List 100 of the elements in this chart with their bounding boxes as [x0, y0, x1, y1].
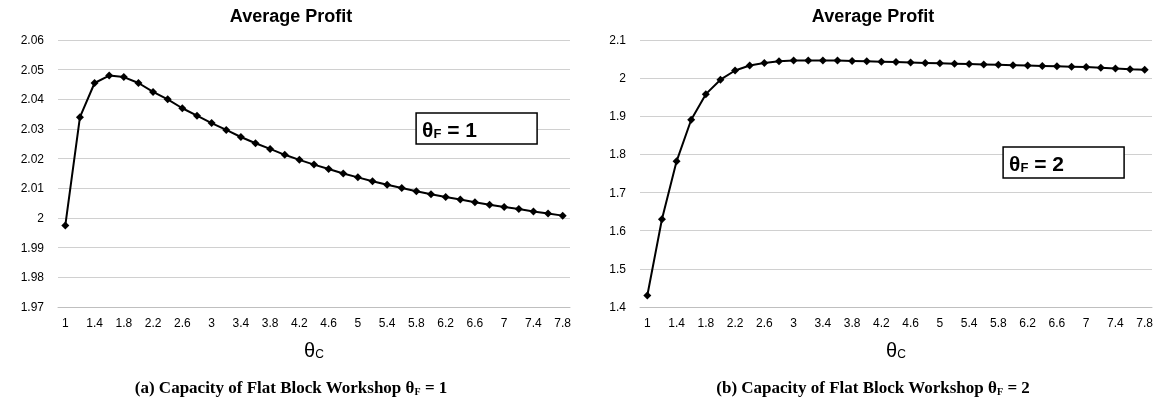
- text: (b) Capacity of Flat Block Workshop θF = 2: [716, 378, 1030, 397]
- point: [877, 57, 886, 66]
- point: [1038, 61, 1047, 70]
- y-tick-label: 2.03: [20, 122, 45, 136]
- x-tick-label: 1.4: [86, 316, 104, 330]
- x-tick-label: 2.2: [144, 316, 162, 330]
- point: [500, 203, 509, 212]
- point: [1111, 64, 1120, 73]
- point: [163, 95, 172, 104]
- point: [383, 180, 392, 189]
- point: [1096, 63, 1105, 72]
- y-tick-label: 2.02: [20, 151, 45, 166]
- point: [921, 58, 930, 67]
- point: [236, 133, 245, 142]
- point: [178, 104, 187, 113]
- x-tick-label: 7.8: [554, 316, 572, 330]
- y-tick-label: 2.05: [20, 62, 45, 77]
- x-tick-label: 7.4: [1107, 316, 1125, 330]
- y-tick-label: 1.98: [20, 270, 45, 285]
- point: [760, 58, 769, 67]
- point: [774, 57, 783, 66]
- point: [222, 125, 231, 134]
- x-tick-label: 6.2: [1019, 316, 1037, 330]
- x-tick-label: 3.8: [261, 316, 279, 330]
- y-tick-label: 2: [37, 211, 45, 225]
- point: [716, 75, 725, 84]
- x-tick-label: 4.6: [320, 316, 338, 330]
- point: [906, 58, 915, 67]
- point: [397, 184, 406, 193]
- y-tick-label: 2.06: [20, 33, 45, 47]
- point: [1009, 61, 1018, 70]
- point: [848, 56, 857, 65]
- x-tick-label: 4.2: [291, 316, 309, 330]
- point: [558, 211, 567, 220]
- point: [818, 56, 827, 65]
- point: [339, 169, 348, 178]
- point: [280, 150, 289, 159]
- point: [731, 66, 740, 75]
- point: [544, 209, 553, 218]
- y-tick-label: 1.5: [609, 261, 627, 276]
- point: [965, 60, 974, 69]
- y-tick-label: 1.7: [609, 185, 627, 200]
- point: [892, 58, 900, 67]
- point: [643, 291, 652, 300]
- chart-title: Average Profit: [229, 6, 353, 26]
- point: [353, 173, 362, 182]
- y-tick-label: 2.1: [609, 33, 627, 47]
- point: [485, 200, 494, 209]
- x-tick-label: 2.2: [726, 316, 744, 330]
- point: [324, 165, 333, 174]
- point: [412, 187, 421, 196]
- x-tick-label: 4.2: [873, 316, 891, 330]
- point: [1052, 62, 1061, 71]
- point: [119, 73, 128, 82]
- point: [1140, 65, 1149, 74]
- x-tick-label: 5: [354, 316, 362, 330]
- point: [687, 115, 696, 124]
- point: [514, 205, 523, 214]
- point: [789, 56, 798, 65]
- point: [529, 207, 538, 216]
- point: [368, 177, 377, 186]
- x-tick-label: 1: [61, 316, 69, 330]
- y-tick-label: 1.99: [20, 240, 45, 255]
- text: (a) Capacity of Flat Block Workshop θF = 1: [134, 378, 448, 397]
- point: [1082, 63, 1091, 72]
- point: [657, 215, 666, 224]
- x-tick-label: 3: [790, 316, 798, 330]
- x-tick-label: 3.4: [232, 316, 250, 330]
- point: [266, 144, 275, 153]
- y-tick-label: 1.4: [609, 300, 627, 314]
- point: [470, 198, 479, 207]
- point: [441, 192, 450, 201]
- y-tick-label: 2.04: [20, 92, 45, 107]
- x-tick-label: 6.6: [466, 316, 484, 330]
- x-tick-label: 6.6: [1048, 316, 1066, 330]
- point: [134, 79, 143, 88]
- point: [994, 60, 1003, 69]
- point: [950, 59, 959, 68]
- y-tick-label: 2.01: [20, 181, 45, 196]
- point: [90, 79, 99, 88]
- point: [1126, 65, 1135, 74]
- y-tick-label: 1.6: [609, 223, 627, 238]
- chart-title: Average Profit: [811, 6, 935, 26]
- point: [75, 113, 84, 122]
- point: [979, 60, 988, 69]
- point: [456, 195, 465, 204]
- point: [672, 157, 681, 166]
- x-tick-label: 7.4: [525, 316, 543, 330]
- x-tick-label: 2.6: [174, 316, 192, 330]
- x-tick-label: 5.8: [408, 316, 426, 330]
- x-tick-label: 5.4: [960, 316, 978, 330]
- x-tick-label: 3: [208, 316, 216, 330]
- point: [295, 155, 304, 164]
- x-tick-label: 7: [1082, 316, 1090, 330]
- y-tick-label: 1.8: [609, 147, 627, 162]
- point: [935, 59, 944, 68]
- y-tick-label: 1.9: [609, 109, 627, 124]
- x-tick-label: 5.4: [378, 316, 396, 330]
- point: [105, 71, 114, 80]
- point: [745, 61, 754, 70]
